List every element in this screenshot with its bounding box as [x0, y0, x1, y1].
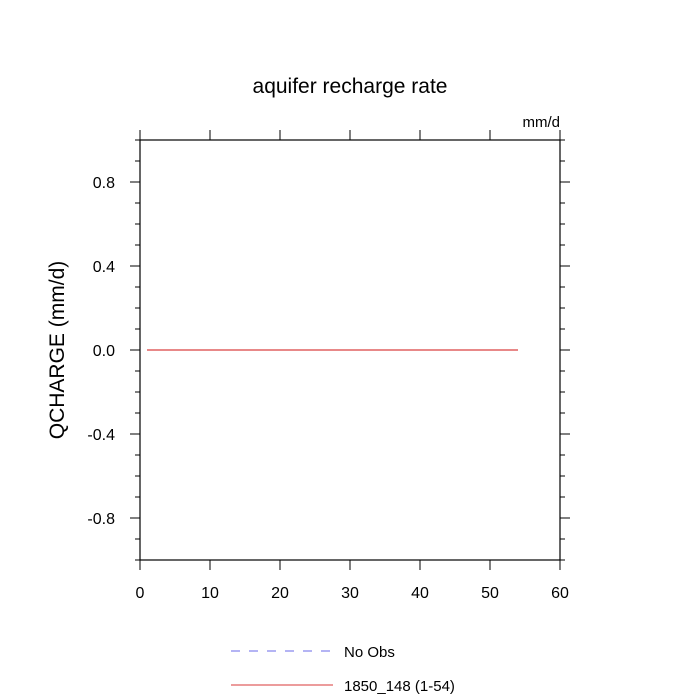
y-tick-label: 0.0	[93, 343, 115, 360]
y-tick-labels: -0.8 -0.4 0.0 0.4 0.8	[87, 175, 115, 528]
units-label: mm/d	[523, 114, 561, 131]
x-tick-label: 60	[551, 585, 569, 602]
tick-marks	[130, 130, 570, 570]
x-tick-labels: 0 10 20 30 40 50 60	[136, 585, 569, 602]
x-tick-label: 10	[201, 585, 219, 602]
x-tick-label: 40	[411, 585, 429, 602]
x-tick-label: 20	[271, 585, 289, 602]
y-tick-label: -0.8	[87, 511, 115, 528]
x-tick-label: 0	[136, 585, 145, 602]
x-tick-label: 30	[341, 585, 359, 602]
legend-label: 1850_148 (1-54)	[344, 678, 455, 695]
legend-label: No Obs	[344, 644, 395, 661]
legend: No Obs 1850_148 (1-54)	[231, 644, 455, 695]
y-tick-label: 0.4	[93, 259, 115, 276]
y-tick-label: -0.4	[87, 427, 115, 444]
y-tick-label: 0.8	[93, 175, 115, 192]
x-tick-label: 50	[481, 585, 499, 602]
chart-title: aquifer recharge rate	[253, 75, 448, 98]
y-axis-label: QCHARGE (mm/d)	[46, 261, 69, 440]
